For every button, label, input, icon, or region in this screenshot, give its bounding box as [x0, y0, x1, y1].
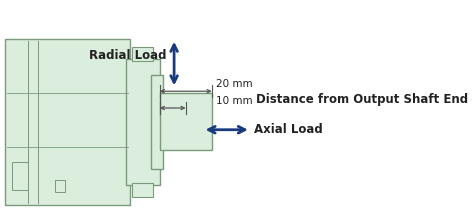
Text: Distance from Output Shaft End: Distance from Output Shaft End: [256, 93, 468, 106]
Bar: [126, 59, 160, 185]
Bar: [12, 162, 28, 190]
Text: Radial Load: Radial Load: [89, 49, 166, 62]
Bar: [132, 47, 153, 61]
Bar: [132, 183, 153, 197]
Bar: [5, 39, 130, 205]
Text: Axial Load: Axial Load: [255, 123, 323, 136]
Text: 20 mm: 20 mm: [216, 79, 253, 89]
Text: 10 mm: 10 mm: [216, 96, 253, 106]
Bar: [151, 76, 163, 169]
Bar: [55, 180, 65, 192]
Bar: [160, 93, 212, 150]
